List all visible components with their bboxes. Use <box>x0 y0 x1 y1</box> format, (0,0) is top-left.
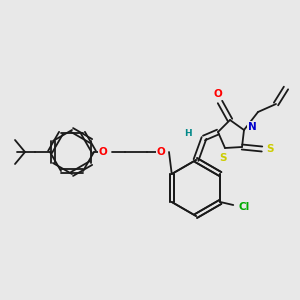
Text: S: S <box>266 144 274 154</box>
Text: S: S <box>219 153 227 163</box>
Text: N: N <box>248 122 256 132</box>
Text: O: O <box>157 147 165 157</box>
Text: O: O <box>214 89 222 99</box>
Text: O: O <box>99 147 107 157</box>
Text: Cl: Cl <box>238 202 250 212</box>
Text: H: H <box>184 130 192 139</box>
